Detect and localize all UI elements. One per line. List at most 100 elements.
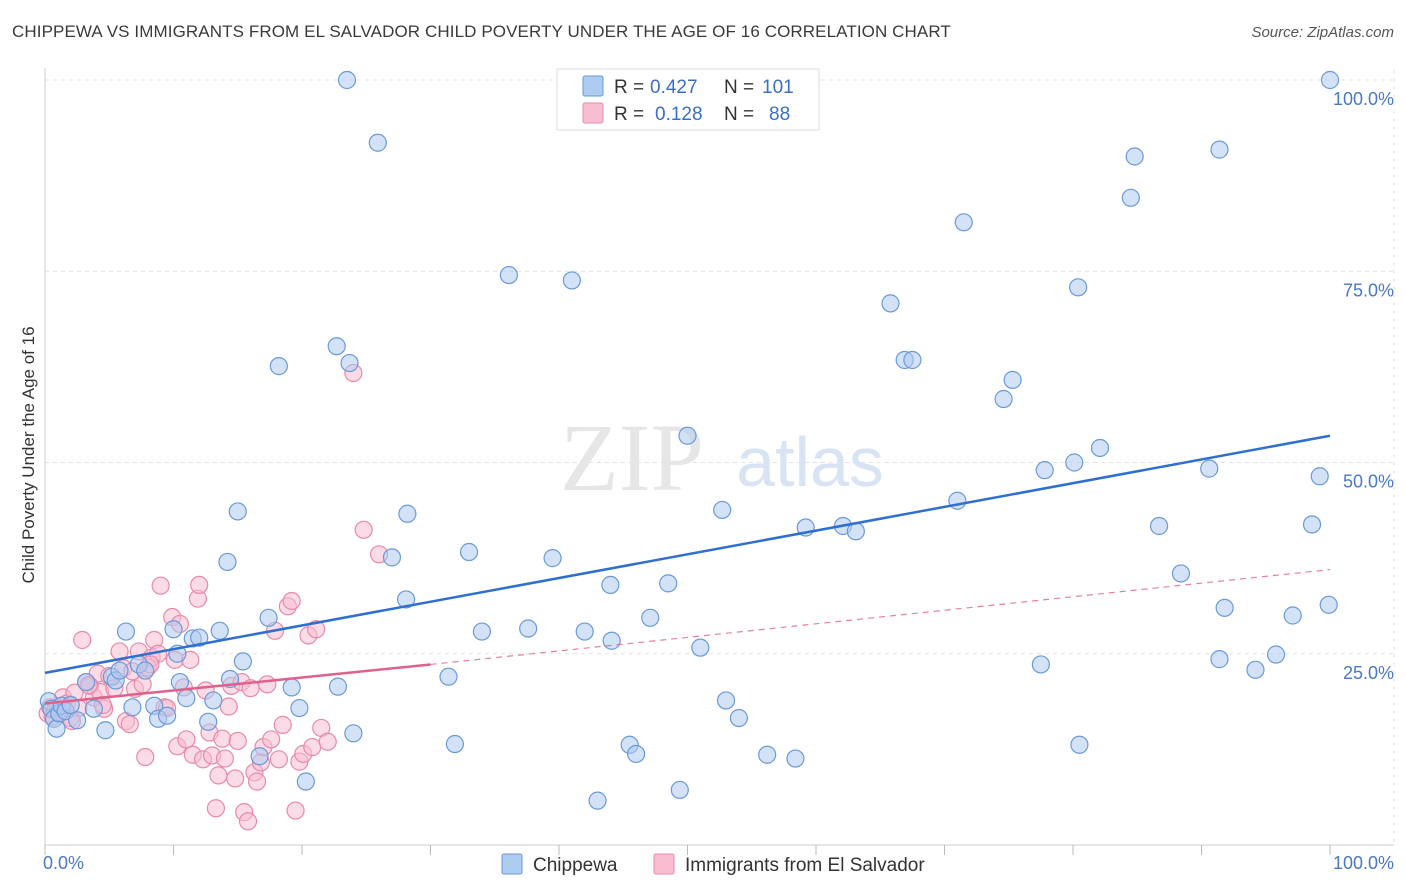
salvador-point-40 <box>177 730 196 749</box>
chippewa-point-44 <box>340 353 359 373</box>
legend-r-value-chippewa: 0.427 <box>650 77 698 98</box>
chippewa-point-67 <box>678 426 697 445</box>
salvador-point-59 <box>238 812 258 831</box>
chippewa-point-96 <box>1215 598 1234 617</box>
grid-lines <box>45 70 1395 845</box>
salvador-point-62 <box>247 772 267 791</box>
chippewa-point-31 <box>218 552 237 572</box>
legend-swatch-chippewa <box>582 75 604 97</box>
chippewa-point-97 <box>1210 650 1229 669</box>
series-legend: Chippewa Immigrants from El Salvador <box>501 853 925 876</box>
chippewa-point-21 <box>157 706 177 725</box>
trend-lines <box>44 434 1331 705</box>
chippewa-point-47 <box>382 548 402 567</box>
chippewa-point-14 <box>110 661 129 680</box>
chippewa-point-82 <box>994 389 1013 409</box>
salvador-point-23 <box>120 715 139 734</box>
salvador-point-52 <box>215 749 234 768</box>
chippewa-point-53 <box>472 622 491 641</box>
chippewa-point-41 <box>327 337 346 356</box>
chippewa-point-51 <box>445 734 465 754</box>
chart-title: CHIPPEWA VS IMMIGRANTS FROM EL SALVADOR … <box>12 22 951 41</box>
chippewa-point-10 <box>84 699 103 718</box>
chippewa-point-8 <box>68 711 87 730</box>
chippewa-point-61 <box>602 631 621 650</box>
chippewa-point-86 <box>1065 453 1084 472</box>
y-tick-label-1: 50.0% <box>1343 472 1394 492</box>
chippewa-point-34 <box>233 652 252 671</box>
chippewa-point-65 <box>659 574 678 593</box>
chippewa-point-70 <box>716 691 736 710</box>
legend-swatch-salvador <box>582 102 604 124</box>
chippewa-point-18 <box>136 661 155 680</box>
chippewa-point-30 <box>210 621 229 640</box>
chippewa-point-72 <box>758 745 777 764</box>
chippewa-point-42 <box>328 677 348 696</box>
salvador-point-77 <box>307 620 326 639</box>
salvador-point-81 <box>354 520 373 539</box>
stats-legend: R = 0.427 N = 101 R = 0.128 N = 88 <box>556 68 820 131</box>
salvador-point-79 <box>318 732 337 751</box>
salvador-point-68 <box>269 750 288 769</box>
chippewa-point-87 <box>1069 278 1088 297</box>
salvador-point-11 <box>73 630 92 650</box>
chippewa-point-55 <box>519 619 538 638</box>
chippewa-points <box>39 70 1340 810</box>
chippewa-point-56 <box>543 549 562 568</box>
chippewa-point-63 <box>626 744 646 764</box>
chippewa-point-90 <box>1121 188 1140 207</box>
chippewa-point-39 <box>290 698 309 718</box>
salvador-point-65 <box>258 675 277 694</box>
salvador-point-44 <box>190 575 209 595</box>
chippewa-point-40 <box>296 772 315 791</box>
salvador-point-27 <box>136 747 155 767</box>
chippewa-point-91 <box>1125 147 1144 166</box>
chippewa-point-71 <box>729 708 749 728</box>
chippewa-point-9 <box>77 672 96 692</box>
salvador-point-32 <box>151 576 170 595</box>
chippewa-point-48 <box>396 590 416 609</box>
chippewa-point-45 <box>344 724 363 743</box>
chippewa-point-68 <box>691 638 710 657</box>
salvador-point-53 <box>219 697 238 716</box>
chippewa-point-16 <box>123 698 142 717</box>
legend-n-label-2: N = <box>724 104 754 125</box>
y-axis-label: Child Poverty Under the Age of 16 <box>19 326 38 583</box>
salvador-point-66 <box>262 730 281 749</box>
chippewa-point-103 <box>1319 595 1338 614</box>
salvador-point-55 <box>226 769 245 788</box>
chippewa-point-104 <box>1320 70 1340 90</box>
chippewa-point-50 <box>439 667 458 686</box>
chippewa-point-58 <box>575 622 594 641</box>
chippewa-point-81 <box>954 213 973 232</box>
chippewa-point-100 <box>1283 606 1302 625</box>
salvador-point-49 <box>206 799 226 818</box>
chippewa-point-69 <box>713 500 732 520</box>
chippewa-point-27 <box>190 628 209 647</box>
chippewa-point-102 <box>1310 467 1329 486</box>
legend-r-label-2: R = <box>614 104 644 125</box>
chippewa-point-73 <box>786 749 805 768</box>
chippewa-trend-line <box>44 434 1331 675</box>
chippewa-point-15 <box>116 622 136 641</box>
salvador-points <box>38 363 389 831</box>
legend-r-label-1: R = <box>614 77 644 98</box>
chippewa-point-11 <box>96 721 115 740</box>
y-tick-label-0: 25.0% <box>1343 663 1394 683</box>
chippewa-point-84 <box>1031 655 1050 674</box>
chippewa-point-59 <box>588 791 607 810</box>
chippewa-point-101 <box>1302 515 1322 534</box>
chippewa-point-92 <box>1149 516 1169 536</box>
chippewa-point-38 <box>282 678 301 697</box>
chippewa-point-85 <box>1035 461 1054 480</box>
salvador-trend-extension <box>430 569 1331 666</box>
chippewa-point-57 <box>562 271 581 290</box>
chippewa-point-52 <box>459 542 479 562</box>
chippewa-point-33 <box>228 502 247 521</box>
bottom-legend-label-chippewa: Chippewa <box>533 855 618 876</box>
chippewa-point-93 <box>1171 564 1191 583</box>
bottom-legend-swatch-salvador <box>653 853 675 875</box>
chippewa-point-36 <box>259 608 278 627</box>
x-tick-label-min: 0.0% <box>43 853 84 873</box>
